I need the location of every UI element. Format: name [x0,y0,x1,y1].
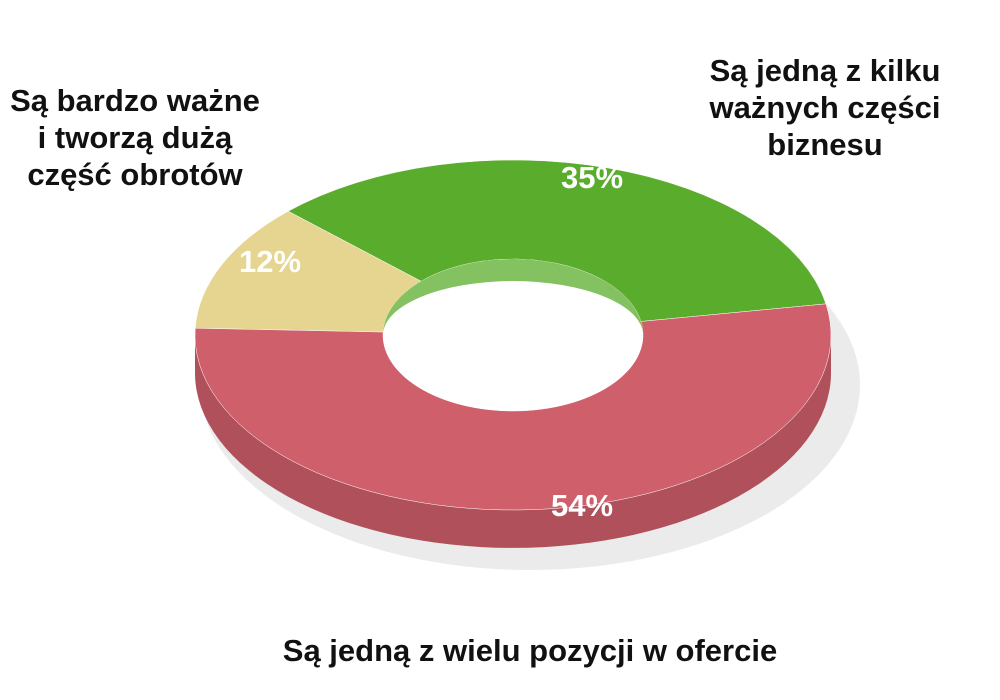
value-label: 35% [561,160,623,195]
category-label: Są bardzo ważne i tworzą dużą część obro… [10,83,260,192]
value-label: 54% [551,488,613,523]
ring-side [195,335,831,548]
hole-wall [383,259,643,335]
category-label: Są jedną z wielu pozycji w ofercie [282,633,778,668]
category-label: Są jedną z kilku ważnych części biznesu [709,53,941,162]
hole [383,259,643,411]
value-label: 12% [239,244,301,279]
ring-side-shade [195,335,831,548]
